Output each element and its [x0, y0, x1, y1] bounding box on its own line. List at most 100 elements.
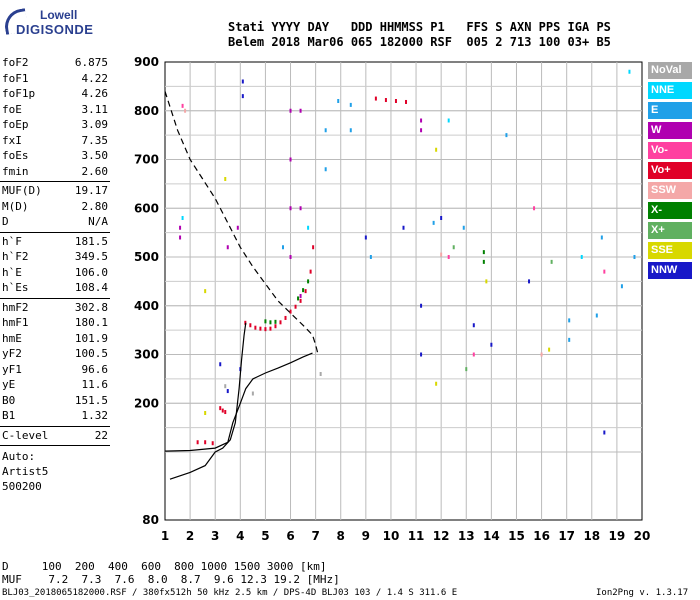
- param-row: fxI 7.35: [2, 134, 108, 149]
- echo-point: [490, 342, 493, 347]
- echo-point: [580, 255, 583, 259]
- param-value: 3.09: [81, 118, 109, 131]
- echo-point: [284, 315, 287, 320]
- echo-point: [452, 245, 455, 250]
- param-row: C-level 22: [2, 429, 108, 444]
- logo-lowell: Lowell: [40, 8, 78, 22]
- y-tick-label: 80: [142, 513, 159, 527]
- echo-point: [440, 216, 443, 220]
- param-row: h`E 106.0: [2, 266, 108, 281]
- echo-point: [603, 269, 606, 274]
- echo-point: [324, 128, 327, 133]
- header-values: Belem 2018 Mar06 065 182000 RSF 005 2 71…: [228, 35, 611, 49]
- logo-digisonde: DIGISONDE: [16, 22, 94, 37]
- x-tick-label: 7: [311, 529, 319, 543]
- echo-point: [297, 296, 300, 301]
- echo-point: [259, 326, 262, 331]
- echo-point: [420, 303, 423, 308]
- echo-point: [482, 250, 485, 255]
- y-tick-label: 400: [134, 299, 159, 313]
- y-tick-label: 500: [134, 250, 159, 264]
- echo-point: [211, 441, 214, 446]
- echo-point: [628, 69, 631, 74]
- echo-point: [568, 337, 571, 342]
- echo-point: [349, 128, 352, 133]
- autoscale-info: 500200: [2, 480, 42, 493]
- echo-point: [540, 352, 543, 357]
- autoscale-info: Artist5: [2, 465, 49, 478]
- param-value: 4.22: [81, 71, 109, 85]
- echo-point: [394, 99, 397, 103]
- echo-point: [224, 177, 227, 181]
- echo-point: [324, 167, 327, 172]
- param-row: yE 11.6: [2, 378, 108, 393]
- echo-point: [304, 289, 307, 294]
- param-value: 181.5: [74, 234, 108, 248]
- param-value: 151.5: [74, 393, 108, 407]
- echo-point: [465, 367, 468, 372]
- echo-point: [264, 319, 267, 324]
- file-info: BLJ03_2018065182000.RSF / 380fx512h 50 k…: [2, 588, 458, 598]
- param-value: 101.9: [74, 331, 108, 345]
- echo-point: [226, 245, 229, 250]
- param-value: 180.1: [74, 316, 108, 329]
- echo-point: [289, 108, 292, 113]
- param-value: 108.4: [74, 281, 108, 294]
- echo-point: [548, 347, 551, 352]
- echo-point: [196, 440, 199, 445]
- legend-item: X-: [648, 202, 692, 219]
- x-tick-label: 6: [286, 529, 294, 543]
- param-value: 96.6: [81, 362, 109, 376]
- x-tick-label: 9: [362, 529, 370, 543]
- echo-point: [281, 245, 284, 250]
- legend-item: SSE: [648, 242, 692, 259]
- param-label: D: [2, 215, 9, 228]
- echo-point: [302, 288, 305, 293]
- trace-leading-edge: [169, 322, 247, 480]
- x-tick-label: 4: [236, 529, 244, 543]
- param-row: yF2 100.5: [2, 347, 108, 362]
- param-value: 7.35: [81, 133, 109, 147]
- param-label: h`Es: [2, 281, 29, 294]
- param-separator: [0, 445, 110, 446]
- legend-item: NoVal: [648, 62, 692, 79]
- param-row: foF1p 4.26: [2, 87, 108, 102]
- echo-point: [224, 410, 227, 415]
- echo-point: [420, 352, 423, 357]
- param-row: h`F2 349.5: [2, 250, 108, 265]
- echo-point: [226, 389, 229, 394]
- param-row: B0 151.5: [2, 394, 108, 409]
- echo-point: [184, 108, 187, 113]
- param-value: 4.26: [81, 87, 109, 100]
- param-separator: [0, 181, 110, 182]
- echo-point: [620, 284, 623, 289]
- echo-point: [595, 313, 598, 318]
- echo-point: [274, 319, 277, 324]
- param-label: fmin: [2, 164, 29, 178]
- echo-point: [568, 318, 571, 323]
- echo-point: [482, 259, 485, 264]
- x-tick-label: 1: [161, 529, 169, 543]
- echo-point: [603, 430, 606, 435]
- echo-point: [289, 309, 292, 314]
- param-label: foEp: [2, 118, 29, 131]
- digisonde-logo: Lowell DIGISONDE: [2, 6, 94, 42]
- param-label: MUF(D): [2, 184, 42, 197]
- echo-point: [241, 94, 244, 99]
- echo-point: [420, 118, 423, 123]
- legend-item: Vo-: [648, 142, 692, 159]
- echo-point: [241, 79, 244, 84]
- echo-point: [204, 289, 207, 294]
- param-row: fmin 2.60: [2, 165, 108, 180]
- y-tick-label: 700: [134, 153, 159, 167]
- param-label: yF2: [2, 347, 22, 360]
- echo-point: [294, 304, 297, 309]
- param-row: yF1 96.6: [2, 363, 108, 378]
- x-tick-label: 14: [483, 529, 500, 543]
- param-value: 302.8: [74, 300, 108, 314]
- legend-item: NNW: [648, 262, 692, 279]
- param-row: foEp 3.09: [2, 118, 108, 133]
- echo-point: [264, 327, 267, 332]
- echo-point: [204, 440, 207, 445]
